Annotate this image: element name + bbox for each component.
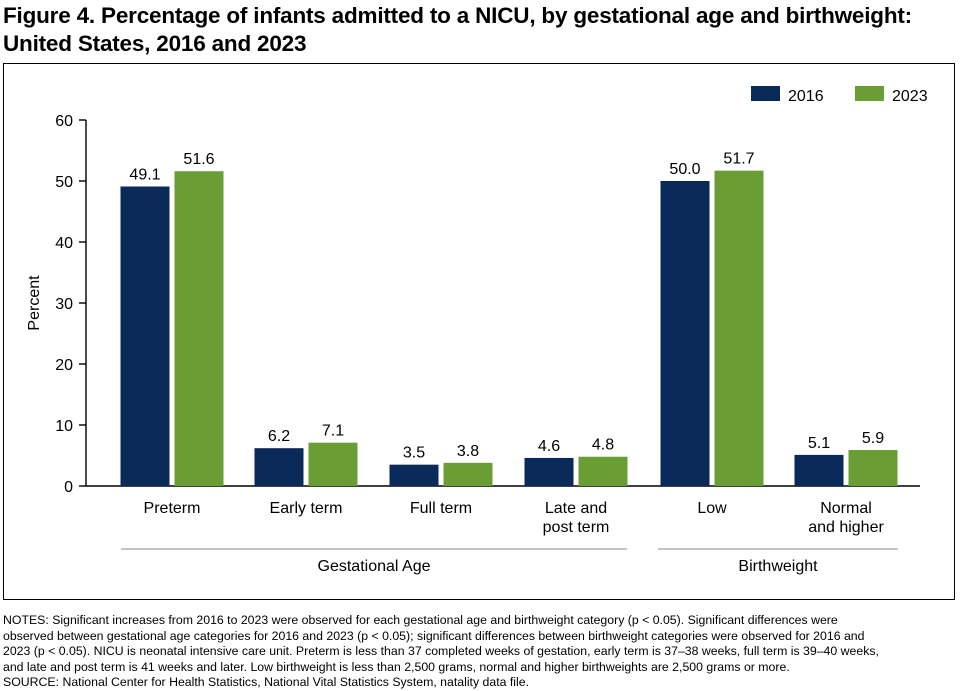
data-label-2023-0: 51.6: [183, 151, 214, 168]
notes-line-3: 2023 (p < 0.05). NICU is neonatal intens…: [3, 644, 879, 659]
data-label-2023-1: 7.1: [322, 423, 344, 440]
notes-line-1: NOTES: Significant increases from 2016 t…: [3, 613, 838, 627]
data-label-2023-3: 4.8: [592, 437, 614, 454]
legend-swatch-2023: [855, 86, 884, 101]
y-tick-label-40: 40: [55, 235, 73, 252]
x-tick-label-2-0: Full term: [410, 500, 472, 517]
group-label-0: Gestational Age: [318, 558, 431, 575]
y-tick-label-60: 60: [55, 113, 73, 130]
bar-2016-4: [660, 181, 710, 486]
x-tick-label-5-1: and higher: [808, 519, 884, 536]
notes: NOTES: Significant increases from 2016 t…: [3, 613, 957, 691]
figure-title: Figure 4. Percentage of infants admitted…: [3, 3, 912, 56]
x-tick-label-3-0: Late and: [545, 500, 607, 517]
chart-frame: [3, 63, 955, 600]
y-tick-label-10: 10: [55, 418, 73, 435]
legend-swatch-2016: [751, 86, 780, 101]
y-tick-label-50: 50: [55, 174, 73, 191]
bar-2016-2: [389, 464, 439, 486]
data-label-2016-1: 6.2: [268, 428, 290, 445]
data-label-2016-0: 49.1: [129, 166, 160, 183]
group-label-1: Birthweight: [738, 558, 818, 575]
y-tick-label-20: 20: [55, 357, 73, 374]
legend-label-2023: 2023: [892, 88, 928, 105]
bar-2016-0: [120, 186, 170, 487]
source-note: SOURCE: National Center for Health Stati…: [3, 675, 530, 690]
bar-2023-3: [578, 456, 628, 486]
y-tick-label-0: 0: [64, 479, 73, 496]
data-label-2023-2: 3.8: [457, 443, 479, 460]
y-axis-label: Percent: [26, 275, 43, 331]
bar-2023-1: [308, 442, 358, 486]
x-tick-label-5-0: Normal: [820, 500, 872, 517]
legend-label-2016: 2016: [788, 88, 824, 105]
notes-line-4: and late and post term is 41 weeks and l…: [3, 659, 790, 674]
bar-2023-5: [848, 450, 898, 486]
x-tick-label-3-1: post term: [543, 519, 610, 536]
bar-2023-0: [174, 171, 224, 487]
bar-2016-3: [524, 457, 574, 486]
bar-2016-5: [794, 454, 844, 486]
x-tick-label-0-0: Preterm: [144, 500, 201, 517]
bar-2023-4: [714, 170, 764, 486]
x-tick-label-4-0: Low: [697, 500, 727, 517]
data-label-2023-4: 51.7: [723, 151, 754, 168]
x-tick-label-1-0: Early term: [270, 500, 343, 517]
bar-2023-2: [443, 462, 493, 486]
notes-line-2: observed between gestational age categor…: [3, 628, 865, 643]
data-label-2016-3: 4.6: [538, 438, 560, 455]
data-label-2016-4: 50.0: [669, 161, 700, 178]
data-label-2016-5: 5.1: [808, 435, 830, 452]
data-label-2023-5: 5.9: [862, 430, 884, 447]
bar-2016-1: [254, 448, 304, 486]
data-label-2016-2: 3.5: [403, 445, 425, 462]
y-tick-label-30: 30: [55, 296, 73, 313]
